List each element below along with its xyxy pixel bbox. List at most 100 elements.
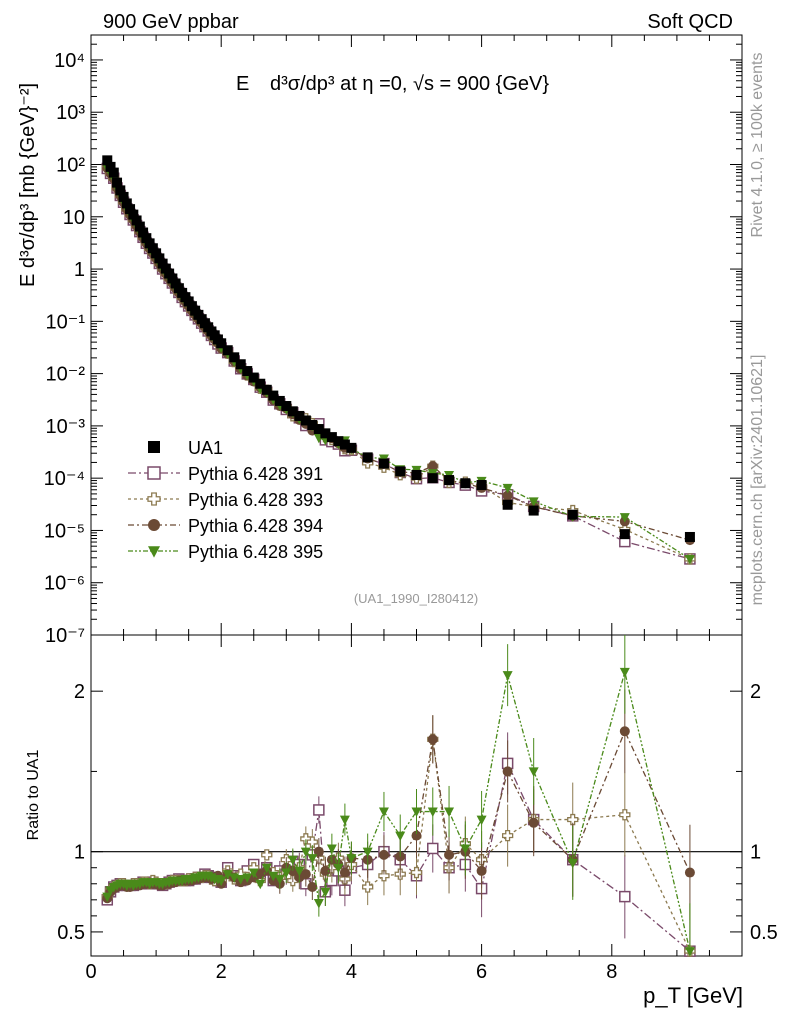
legend: UA1 Pythia 6.428 391 Pythia 6.428 393 Pythi…	[128, 438, 323, 562]
ua1-point	[125, 204, 136, 215]
ua1-point	[261, 384, 272, 395]
ratio-y-tick-label: 1	[74, 842, 85, 864]
series-4-ratio-point	[684, 947, 695, 957]
series-2-ratio-point	[567, 813, 579, 826]
ratio-y-tick-label: 2	[750, 681, 761, 703]
series-4-ratio-point	[274, 874, 285, 885]
series-4-ratio-point	[313, 899, 324, 909]
ua1-point	[154, 253, 165, 264]
series-3-ratio-point	[684, 867, 695, 878]
series-4-ratio-point	[261, 863, 272, 874]
ua1-point	[147, 243, 158, 254]
legend-marker	[147, 466, 161, 480]
legend-label: Pythia 6.428 394	[188, 516, 323, 536]
series-4-ratio-point	[320, 887, 331, 898]
series-4-ratio-point	[476, 815, 487, 826]
series-4-point	[502, 483, 513, 494]
ratio-y-tick-label: 1	[750, 842, 761, 864]
ratio-panel: 0 2 4 6 8 0.5 0.5 1 1 2 2	[57, 634, 778, 983]
series-ua1	[102, 155, 695, 542]
main-title-prefix: E	[236, 73, 249, 95]
ua1-point	[476, 480, 487, 491]
ua1-point	[222, 345, 233, 356]
y-tick-label: 10	[63, 207, 85, 229]
rivet-label: Rivet 4.1.0, ≥ 100k events	[749, 53, 766, 238]
header-left: 900 GeV ppbar	[103, 11, 239, 33]
series-4-ratio-point	[248, 868, 259, 879]
legend-marker	[147, 492, 161, 506]
ratio-y-tick-label: 0.5	[750, 922, 778, 944]
ua1-point	[128, 209, 139, 220]
ua1-point	[427, 473, 438, 484]
series-4-ratio	[102, 635, 695, 957]
series-4-ratio-point	[287, 855, 298, 866]
series-3-ratio-point	[502, 766, 513, 777]
series-3-ratio-point	[476, 865, 487, 876]
ua1-point	[528, 505, 539, 516]
series-1-ratio	[101, 732, 696, 957]
series-4-ratio-point	[460, 844, 471, 854]
ua1-point	[346, 442, 357, 453]
series-3-ratio-point	[378, 849, 389, 860]
y-tick-label: 10⁻¹	[46, 311, 86, 333]
legend-label: Pythia 6.428 395	[188, 542, 323, 562]
x-axis-label: p_T [GeV]	[643, 983, 743, 1008]
ua1-point	[411, 469, 422, 480]
ua1-point	[395, 466, 406, 477]
ua1-point	[255, 378, 266, 389]
y-tick-label: 10³	[56, 102, 85, 124]
ua1-point	[108, 167, 119, 178]
series-2-ratio-point	[410, 866, 423, 879]
series-3-point	[502, 490, 513, 501]
y-tick-label: 10⁻³	[46, 416, 86, 438]
series-3-point	[427, 461, 438, 472]
series-4-ratio-point	[307, 854, 318, 864]
ratio-frame	[90, 634, 743, 957]
y-tick-label: 10⁻²	[46, 364, 86, 386]
ua1-point	[134, 221, 145, 232]
ua1-point	[684, 531, 695, 542]
ua1-point	[362, 452, 373, 463]
ua1-point	[567, 509, 578, 520]
ua1-point	[294, 410, 305, 421]
ratio-y-tick-label: 2	[74, 681, 85, 703]
ua1-point	[242, 366, 253, 377]
series-1-ratio-point	[427, 842, 439, 855]
series-4-ratio-point	[242, 873, 253, 883]
ua1-point	[118, 191, 129, 202]
ua1-point	[268, 390, 279, 401]
series-4-ratio-point	[326, 844, 337, 854]
series-4-ratio-point	[502, 671, 513, 681]
y-tick-label: 1	[74, 259, 85, 281]
series-4-ratio-point	[294, 866, 305, 877]
ua1-point	[131, 215, 142, 226]
header-right: Soft QCD	[647, 11, 733, 33]
series-4-ratio-line	[106, 671, 691, 952]
series-4-ratio-point	[268, 871, 279, 882]
ua1-point	[229, 352, 240, 363]
ua1-point	[619, 529, 630, 540]
series-4-ratio-point	[235, 874, 246, 885]
ua1-point	[121, 198, 132, 209]
series-4-ratio-point	[255, 879, 266, 890]
series-4-ratio-point	[427, 807, 438, 818]
ua1-point	[102, 155, 113, 166]
series-2-ratio-point	[501, 829, 514, 842]
series-2-ratio-point	[261, 849, 273, 861]
ua1-point	[105, 161, 116, 172]
ua1-point	[138, 227, 149, 238]
series-3-ratio-point	[339, 867, 350, 878]
series-3-ratio-point	[619, 726, 630, 737]
ua1-point	[502, 499, 513, 510]
legend-marker	[148, 519, 160, 531]
series-3-main	[102, 163, 695, 546]
ua1-point	[112, 177, 123, 188]
ua1-point	[378, 458, 389, 469]
x-tick-label: 6	[476, 961, 487, 983]
ua1-point	[460, 478, 471, 489]
y-tick-label: 10⁻⁶	[44, 573, 85, 595]
series-4-ratio-point	[222, 870, 233, 880]
legend-label: Pythia 6.428 391	[188, 464, 323, 484]
y-tick-label: 10²	[56, 154, 85, 176]
